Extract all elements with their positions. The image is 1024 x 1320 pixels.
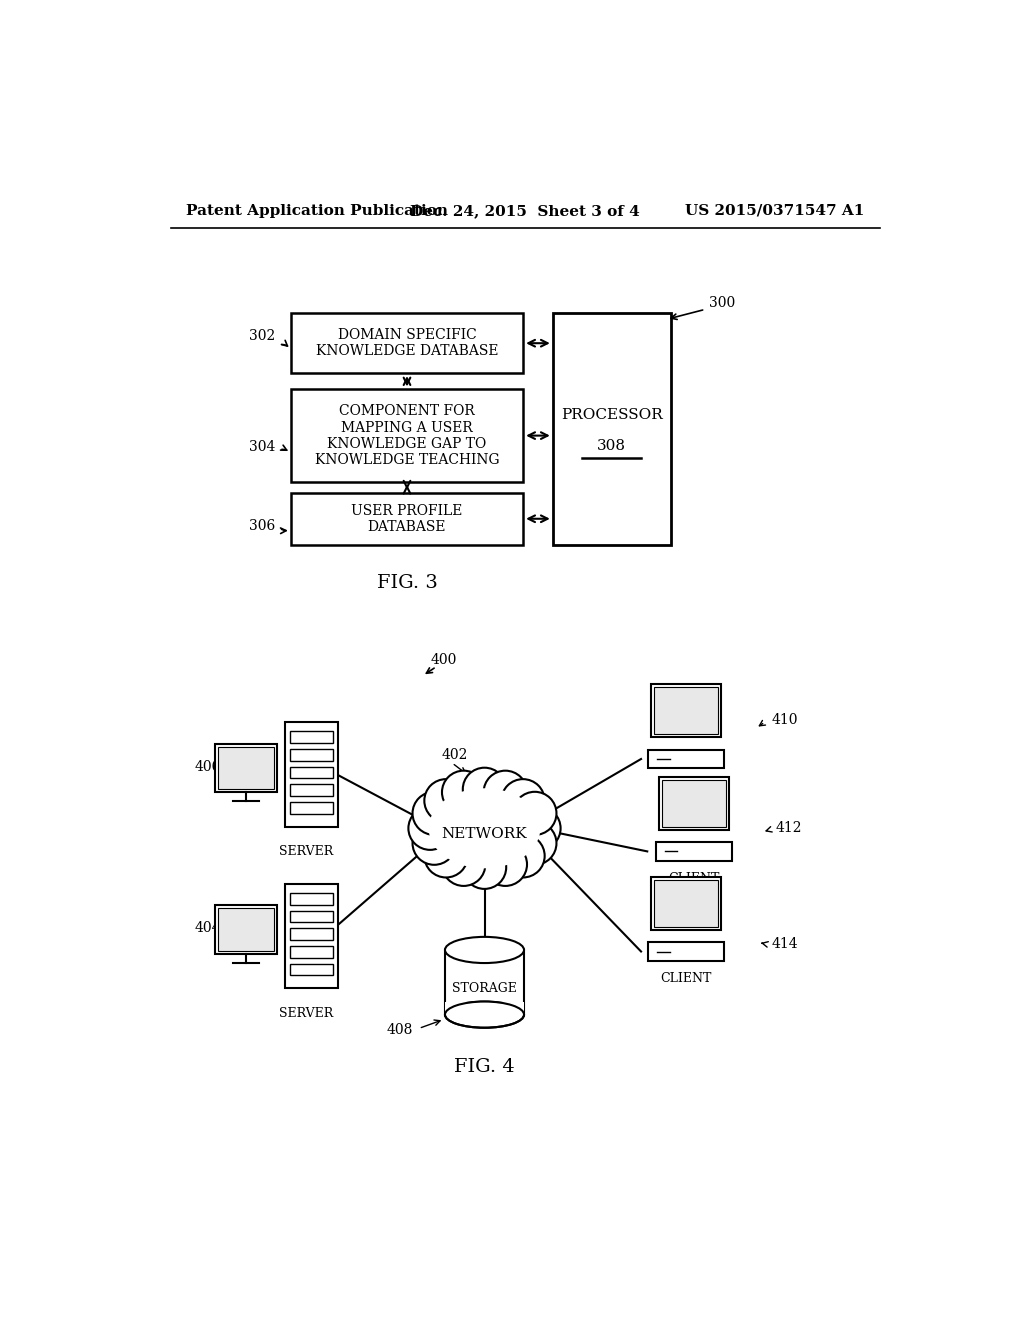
- Text: Patent Application Publication: Patent Application Publication: [186, 203, 449, 218]
- Circle shape: [413, 821, 456, 865]
- Circle shape: [442, 842, 485, 886]
- Text: 400: 400: [430, 653, 457, 668]
- Text: 308: 308: [597, 438, 626, 453]
- Bar: [290, 767, 334, 779]
- Bar: [291, 313, 523, 374]
- Circle shape: [483, 842, 527, 886]
- Bar: [662, 780, 726, 826]
- Bar: [658, 776, 729, 830]
- Bar: [290, 803, 334, 813]
- Text: NETWORK: NETWORK: [441, 828, 527, 841]
- Bar: [218, 908, 273, 950]
- Text: 406: 406: [195, 760, 221, 774]
- Circle shape: [463, 768, 506, 810]
- Text: STORAGE: STORAGE: [452, 982, 517, 995]
- Text: 300: 300: [710, 296, 735, 310]
- Text: CLIENT: CLIENT: [660, 972, 712, 985]
- Bar: [290, 731, 334, 743]
- Circle shape: [483, 771, 527, 814]
- Bar: [654, 688, 718, 734]
- Bar: [290, 928, 334, 940]
- Bar: [651, 876, 721, 929]
- Bar: [290, 946, 334, 958]
- Bar: [445, 950, 524, 1015]
- Bar: [218, 747, 273, 789]
- Bar: [651, 684, 721, 738]
- Text: USER PROFILE
DATABASE: USER PROFILE DATABASE: [351, 504, 463, 533]
- Circle shape: [413, 792, 456, 836]
- Circle shape: [502, 834, 545, 878]
- Text: 306: 306: [249, 520, 275, 533]
- Bar: [215, 743, 276, 792]
- Ellipse shape: [429, 788, 541, 869]
- Text: 302: 302: [249, 329, 275, 342]
- Bar: [553, 313, 671, 545]
- Circle shape: [463, 846, 506, 888]
- Bar: [648, 942, 724, 961]
- Text: 408: 408: [387, 1023, 414, 1038]
- Text: DOMAIN SPECIFIC
KNOWLEDGE DATABASE: DOMAIN SPECIFIC KNOWLEDGE DATABASE: [315, 329, 499, 358]
- Circle shape: [424, 834, 468, 878]
- Text: US 2015/0371547 A1: US 2015/0371547 A1: [685, 203, 864, 218]
- Bar: [648, 750, 724, 768]
- Text: SERVER: SERVER: [280, 845, 334, 858]
- Text: COMPONENT FOR
MAPPING A USER
KNOWLEDGE GAP TO
KNOWLEDGE TEACHING: COMPONENT FOR MAPPING A USER KNOWLEDGE G…: [314, 404, 500, 467]
- Text: 410: 410: [771, 714, 798, 727]
- Circle shape: [513, 792, 556, 836]
- Text: FIG. 4: FIG. 4: [454, 1059, 515, 1076]
- Text: PROCESSOR: PROCESSOR: [561, 408, 663, 422]
- Circle shape: [424, 779, 468, 822]
- Circle shape: [502, 779, 545, 822]
- Text: 412: 412: [775, 821, 802, 836]
- Bar: [291, 389, 523, 482]
- Text: 404: 404: [195, 921, 221, 936]
- Bar: [654, 880, 718, 927]
- Circle shape: [513, 821, 556, 865]
- Bar: [215, 906, 276, 954]
- Text: Dec. 24, 2015  Sheet 3 of 4: Dec. 24, 2015 Sheet 3 of 4: [410, 203, 640, 218]
- Bar: [290, 892, 334, 904]
- Bar: [655, 842, 732, 861]
- Text: 304: 304: [249, 440, 275, 454]
- Circle shape: [517, 807, 560, 850]
- Text: 402: 402: [442, 748, 468, 762]
- Ellipse shape: [415, 779, 554, 878]
- Bar: [290, 964, 334, 975]
- Bar: [286, 722, 338, 826]
- Text: SERVER: SERVER: [280, 1007, 334, 1019]
- Bar: [290, 911, 334, 923]
- Bar: [286, 884, 338, 989]
- Bar: [291, 492, 523, 545]
- Text: 414: 414: [771, 937, 798, 950]
- Bar: [445, 1002, 524, 1015]
- Text: FIG. 3: FIG. 3: [377, 574, 437, 593]
- Circle shape: [442, 771, 485, 814]
- Ellipse shape: [445, 937, 524, 964]
- Bar: [290, 748, 334, 760]
- Bar: [290, 784, 334, 796]
- Text: CLIENT: CLIENT: [660, 779, 712, 792]
- Text: CLIENT: CLIENT: [668, 871, 720, 884]
- Ellipse shape: [445, 1002, 524, 1028]
- Circle shape: [409, 807, 452, 850]
